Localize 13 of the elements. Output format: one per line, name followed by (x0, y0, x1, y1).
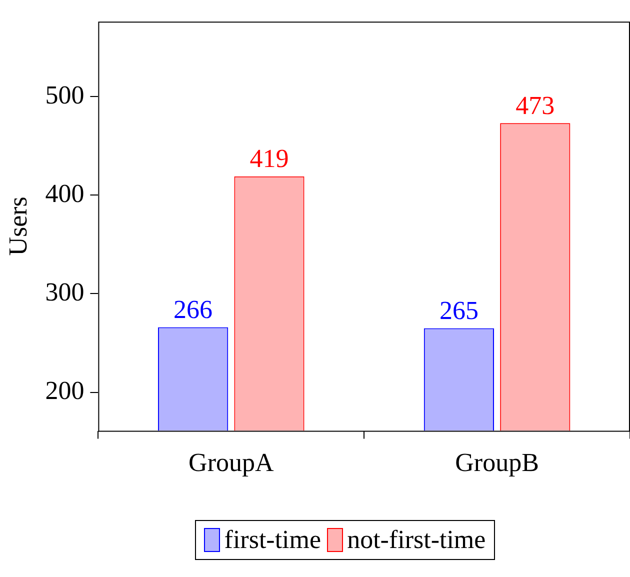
y-tick-label: 300 (45, 278, 84, 307)
y-tick-label: 400 (45, 178, 84, 208)
legend-label: not-first-time (347, 525, 486, 555)
y-tick-label: 500 (45, 80, 84, 110)
y-axis-title: Users (3, 196, 32, 256)
y-tick-label: 200 (45, 376, 84, 406)
data-label: 419 (250, 144, 289, 174)
x-tick-label: GroupB (455, 448, 539, 478)
x-tick-label: GroupA (188, 448, 274, 478)
legend-label: first-time (224, 525, 322, 555)
data-label: 265 (439, 296, 478, 326)
data-label: 266 (174, 295, 213, 324)
data-label: 473 (516, 90, 555, 120)
